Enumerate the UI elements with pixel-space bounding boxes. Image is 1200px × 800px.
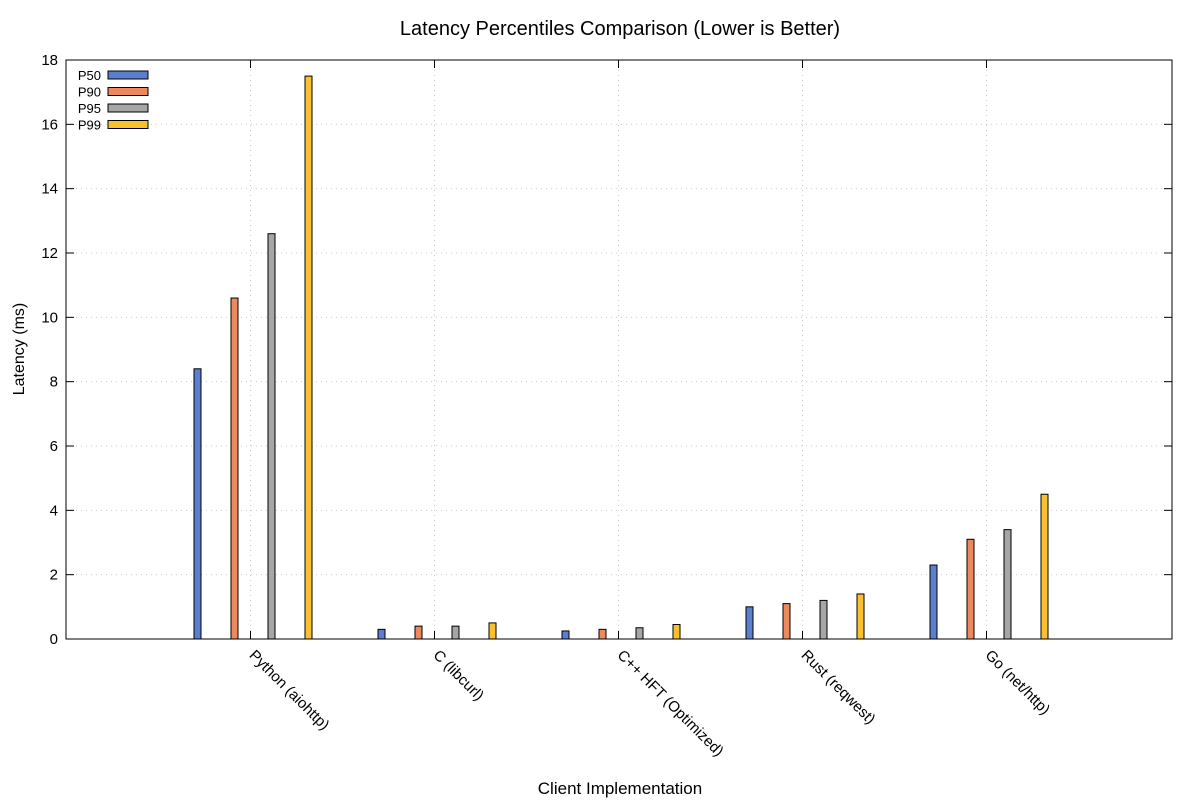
x-tick-label: Python (aiohttp)	[246, 647, 333, 734]
bar-p99	[488, 622, 497, 640]
bar-p95	[267, 233, 276, 640]
y-axis: 0 2 4 6 8 10 12 14 16 18	[41, 52, 1172, 648]
x-tick-label: C++ HFT (Optimized)	[614, 647, 727, 760]
bar-p90	[598, 628, 607, 640]
bar-p99	[1040, 493, 1049, 640]
bar-p90	[230, 297, 239, 640]
chart-title: Latency Percentiles Comparison (Lower is…	[400, 18, 840, 40]
y-tick-label: 2	[50, 567, 58, 584]
bar-p50	[193, 368, 202, 640]
y-tick-label: 16	[41, 116, 58, 133]
x-tick-label: C (libcurl)	[430, 647, 487, 704]
bar-p50	[561, 630, 570, 640]
y-tick-label: 8	[50, 374, 58, 391]
bars	[193, 75, 1049, 640]
bar-p50	[745, 606, 754, 640]
legend-label: P90	[78, 85, 101, 100]
y-tick-label: 12	[41, 245, 58, 262]
legend-label: P99	[78, 118, 101, 133]
y-tick-label: 4	[50, 502, 58, 519]
bar-p95	[819, 599, 828, 640]
bar-p95	[451, 625, 460, 640]
legend-swatch	[107, 120, 149, 129]
bar-p90	[414, 625, 423, 640]
legend-label: P95	[78, 101, 101, 116]
bar-p95	[1003, 529, 1012, 640]
bar-p50	[377, 628, 386, 640]
y-axis-label: Latency (ms)	[11, 303, 28, 395]
y-tick-label: 10	[41, 309, 58, 326]
x-axis-label: Client Implementation	[538, 779, 702, 798]
bar-p99	[304, 75, 313, 640]
legend-swatch	[107, 87, 149, 96]
x-tick-label: Go (net/http)	[982, 647, 1054, 719]
x-tick-label: Rust (reqwest)	[798, 647, 879, 728]
bar-p99	[672, 624, 681, 640]
bar-p90	[782, 603, 791, 640]
bar-p95	[635, 627, 644, 640]
x-axis: Python (aiohttp) C (libcurl) C++ HFT (Opti…	[246, 60, 1054, 760]
bar-p90	[966, 538, 975, 640]
bar-p50	[929, 564, 938, 640]
y-tick-label: 18	[41, 52, 58, 69]
y-tick-label: 6	[50, 438, 58, 455]
y-tick-label: 0	[50, 631, 58, 648]
y-tick-label: 14	[41, 181, 58, 198]
legend-label: P50	[78, 68, 101, 83]
legend-swatch	[107, 70, 149, 80]
legend-swatch	[107, 103, 149, 113]
bar-p99	[856, 593, 865, 640]
